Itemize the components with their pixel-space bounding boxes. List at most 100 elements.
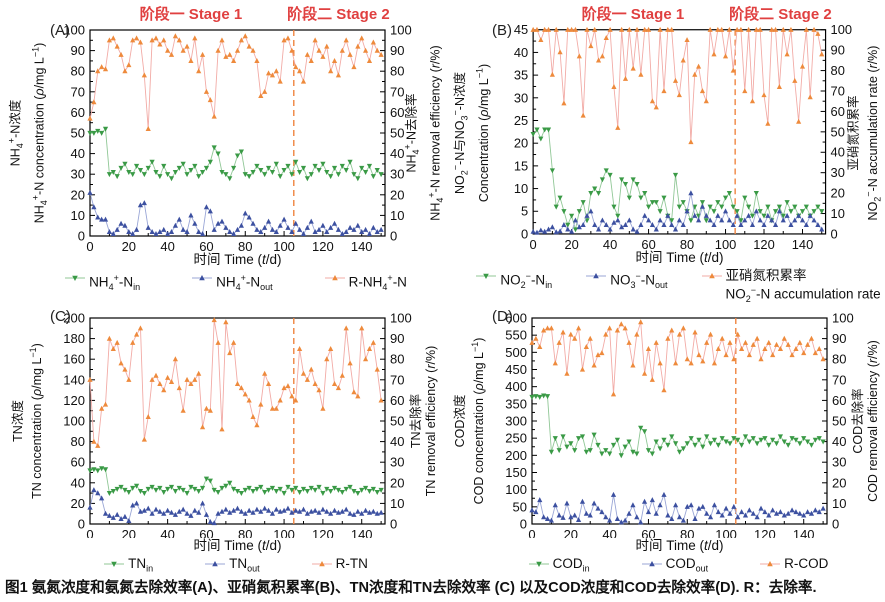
data-marker xyxy=(657,360,663,366)
legend-label: NH4+-Nout xyxy=(216,273,273,293)
data-marker xyxy=(803,204,809,210)
tick-label: 140 xyxy=(351,527,373,538)
series-line xyxy=(89,35,382,129)
data-marker xyxy=(351,226,357,232)
data-marker xyxy=(122,513,128,519)
data-marker xyxy=(776,84,782,90)
tick-label: 20 xyxy=(831,186,845,201)
panel-letter: (A) xyxy=(50,22,70,39)
data-marker xyxy=(816,346,822,351)
data-marker xyxy=(196,509,202,515)
data-marker xyxy=(246,43,252,49)
data-marker xyxy=(324,356,330,362)
data-marker xyxy=(703,218,709,224)
tick-label: 140 xyxy=(351,239,373,252)
data-marker xyxy=(738,26,744,32)
data-marker xyxy=(761,222,767,227)
data-marker xyxy=(607,172,613,178)
plot-area: 0204060801001201401601802000102030405060… xyxy=(63,311,411,539)
data-marker xyxy=(572,217,579,223)
series-line xyxy=(531,321,824,395)
data-marker xyxy=(579,366,586,372)
data-marker xyxy=(172,356,178,362)
data-marker xyxy=(141,436,147,442)
data-marker xyxy=(227,51,233,57)
data-marker xyxy=(227,480,233,486)
data-marker xyxy=(335,172,342,178)
tick-label: 90 xyxy=(71,43,85,58)
x-axis-label: 时间 Time (t/d) xyxy=(193,252,282,267)
data-marker xyxy=(812,507,818,513)
data-marker xyxy=(223,172,229,178)
data-marker xyxy=(300,486,307,492)
right-axis-label: 亚硝氮积累率 NO2−-N accumulation rate (r/%) xyxy=(846,45,883,221)
data-marker xyxy=(611,204,617,210)
data-marker xyxy=(106,335,113,341)
tick-label: 90 xyxy=(831,43,845,58)
data-marker xyxy=(575,325,582,331)
data-marker xyxy=(792,217,798,223)
tick-label: 50 xyxy=(513,499,527,514)
data-marker xyxy=(285,383,291,389)
data-marker xyxy=(304,510,310,516)
tick-label: 90 xyxy=(390,43,404,58)
data-marker xyxy=(165,231,171,237)
data-marker xyxy=(95,214,101,220)
data-marker xyxy=(91,99,97,105)
data-marker xyxy=(211,317,217,323)
data-marker xyxy=(595,352,601,358)
data-marker xyxy=(331,485,338,491)
data-marker xyxy=(641,370,648,376)
data-marker xyxy=(622,222,629,227)
tick-label: 60 xyxy=(199,239,213,252)
data-marker xyxy=(246,174,252,180)
data-marker xyxy=(133,163,140,169)
data-marker xyxy=(215,47,221,53)
tick-label: 80 xyxy=(71,64,85,79)
data-marker xyxy=(803,26,809,32)
data-marker xyxy=(811,217,817,223)
data-marker xyxy=(560,434,566,440)
data-marker xyxy=(801,512,807,518)
tick-label: 20 xyxy=(564,527,578,538)
data-marker xyxy=(680,222,686,227)
data-marker xyxy=(312,381,318,387)
data-marker xyxy=(219,426,225,432)
data-marker xyxy=(723,439,729,445)
data-marker xyxy=(753,208,759,214)
data-marker xyxy=(630,65,636,71)
data-marker xyxy=(789,507,795,513)
data-marker xyxy=(242,391,248,397)
legend-label: R-COD xyxy=(784,556,829,571)
data-marker xyxy=(626,339,632,345)
data-marker xyxy=(704,434,710,440)
data-marker xyxy=(557,228,563,234)
data-marker xyxy=(304,176,310,182)
data-marker xyxy=(161,489,167,495)
series-A-0 xyxy=(87,126,384,182)
data-marker xyxy=(669,515,675,521)
data-marker xyxy=(816,436,822,442)
data-marker xyxy=(630,177,636,183)
data-marker xyxy=(339,372,345,378)
legend: CODin CODout R-COD xyxy=(472,557,885,576)
data-marker xyxy=(757,209,763,215)
data-marker xyxy=(801,436,807,442)
data-marker xyxy=(87,130,93,136)
data-marker xyxy=(269,226,276,232)
plot-frame xyxy=(531,317,828,525)
legend-marker-icon xyxy=(476,273,497,279)
series-line xyxy=(89,320,382,447)
legend-label: NO3−-Nout xyxy=(610,270,668,290)
data-marker xyxy=(630,226,636,232)
data-marker xyxy=(351,172,357,178)
data-marker xyxy=(343,506,349,512)
data-marker xyxy=(192,507,198,513)
data-marker xyxy=(804,439,811,445)
data-marker xyxy=(137,39,144,45)
tick-label: 40 xyxy=(71,146,85,161)
data-marker xyxy=(797,441,803,447)
data-marker xyxy=(680,57,686,63)
data-marker xyxy=(312,507,318,513)
data-marker xyxy=(772,222,779,227)
